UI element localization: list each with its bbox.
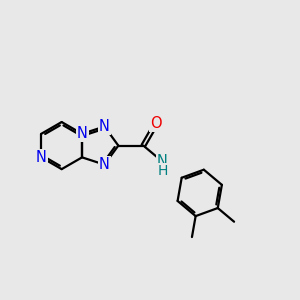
Text: N: N — [76, 126, 88, 141]
Text: N: N — [157, 154, 168, 169]
Text: H: H — [157, 164, 168, 178]
Text: N: N — [36, 150, 47, 165]
Text: N: N — [99, 157, 110, 172]
Text: N: N — [99, 119, 110, 134]
Text: O: O — [150, 116, 162, 131]
